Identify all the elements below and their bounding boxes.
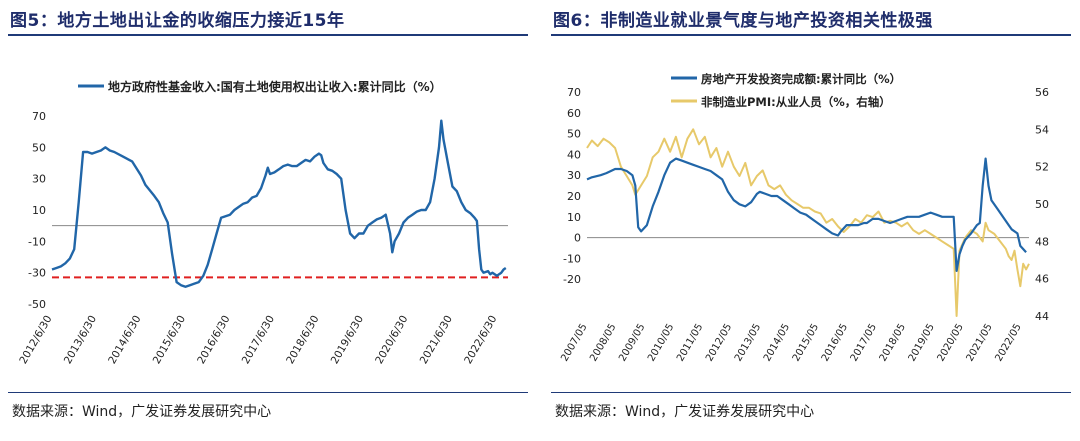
y-left-tick-label: 0 bbox=[574, 232, 581, 245]
left-figure-title: 图5：地方土地出让金的收缩压力接近15年 bbox=[10, 11, 345, 31]
x-tick-label: 2020/6/30 bbox=[373, 314, 410, 367]
x-tick-label: 2021/6/30 bbox=[418, 314, 455, 367]
y-right-tick-label: 54 bbox=[1035, 123, 1049, 136]
x-tick-label: 2012/6/30 bbox=[17, 314, 54, 367]
right-figure-title: 图6：非制造业就业景气度与地产投资相关性极强 bbox=[553, 11, 933, 31]
x-tick-label: 2009/05 bbox=[617, 322, 647, 363]
x-tick-label: 2016/05 bbox=[820, 322, 850, 363]
y-left-tick-label: 50 bbox=[567, 128, 581, 141]
y-right-tick-label: 46 bbox=[1035, 273, 1049, 286]
y-left-tick-label: 10 bbox=[567, 211, 581, 224]
y-left-tick-label: 70 bbox=[567, 86, 581, 99]
y-tick-label: -30 bbox=[28, 267, 46, 280]
series-line-nonmfg-pmi bbox=[586, 128, 1030, 317]
left-title-rule bbox=[8, 34, 528, 36]
y-tick-label: -50 bbox=[28, 298, 46, 311]
right-source-rule bbox=[551, 392, 1071, 393]
x-tick-label: 2008/05 bbox=[588, 322, 618, 363]
legend-label-nonmfg-pmi: 非制造业PMI:从业人员（%，右轴） bbox=[701, 95, 891, 109]
y-tick-label: -10 bbox=[28, 235, 46, 248]
x-tick-label: 2019/05 bbox=[907, 322, 937, 363]
x-tick-label: 2015/05 bbox=[791, 322, 821, 363]
x-tick-label: 2015/6/30 bbox=[151, 314, 188, 367]
y-right-tick-label: 48 bbox=[1035, 235, 1049, 248]
x-tick-label: 2020/05 bbox=[936, 322, 966, 363]
y-right-tick-label: 50 bbox=[1035, 198, 1049, 211]
right-figure-panel: 图6：非制造业就业景气度与地产投资相关性极强 房地产开发投资完成额:累计同比（%… bbox=[551, 0, 1077, 441]
x-tick-label: 2021/05 bbox=[965, 322, 995, 363]
y-left-tick-label: 20 bbox=[567, 190, 581, 203]
x-tick-label: 2014/6/30 bbox=[106, 314, 143, 367]
legend-label-property-investment: 房地产开发投资完成额:累计同比（%） bbox=[701, 72, 901, 86]
x-tick-label: 2014/05 bbox=[762, 322, 792, 363]
y-right-tick-label: 52 bbox=[1035, 161, 1049, 174]
x-tick-label: 2013/6/30 bbox=[62, 314, 99, 367]
x-tick-label: 2022/05 bbox=[993, 322, 1023, 363]
x-tick-label: 2022/6/30 bbox=[462, 314, 499, 367]
x-tick-label: 2011/05 bbox=[675, 322, 705, 363]
x-tick-label: 2007/05 bbox=[559, 322, 589, 363]
x-tick-label: 2017/6/30 bbox=[240, 314, 277, 367]
x-tick-label: 2018/05 bbox=[878, 322, 908, 363]
left-source-rule bbox=[8, 392, 528, 393]
y-tick-label: 50 bbox=[32, 141, 46, 154]
x-tick-label: 2019/6/30 bbox=[329, 314, 366, 367]
legend-label-land-revenue: 地方政府性基金收入:国有土地使用权出让收入:累计同比（%） bbox=[108, 79, 442, 94]
y-left-tick-label: -20 bbox=[563, 273, 581, 286]
land-revenue-line-chart: 地方政府性基金收入:国有土地使用权出让收入:累计同比（%） 70 50 30 10 -10… bbox=[17, 79, 508, 367]
y-tick-label: 10 bbox=[32, 204, 46, 217]
x-tick-label: 2012/05 bbox=[704, 322, 734, 363]
y-left-tick-label: 60 bbox=[567, 107, 581, 120]
y-left-tick-label: 40 bbox=[567, 148, 581, 161]
right-title-rule bbox=[551, 34, 1071, 36]
left-figure-panel: 图5：地方土地出让金的收缩压力接近15年 地方政府性基金收入:国有土地使用权出让… bbox=[8, 0, 534, 441]
property-pmi-line-chart: 房地产开发投资完成额:累计同比（%） 非制造业PMI:从业人员（%，右轴） 70 60… bbox=[559, 72, 1049, 363]
x-tick-label: 2016/6/30 bbox=[195, 314, 232, 367]
x-tick-label: 2018/6/30 bbox=[284, 314, 321, 367]
x-tick-label: 2010/05 bbox=[646, 322, 676, 363]
y-tick-label: 70 bbox=[32, 110, 46, 123]
left-data-source: 数据来源：Wind，广发证券发展研究中心 bbox=[12, 404, 272, 420]
y-left-tick-label: -10 bbox=[563, 252, 581, 265]
y-right-tick-label: 44 bbox=[1035, 310, 1049, 323]
series-line-property-investment bbox=[586, 157, 1027, 272]
y-left-tick-label: 30 bbox=[567, 169, 581, 182]
y-tick-label: 30 bbox=[32, 173, 46, 186]
x-tick-label: 2013/05 bbox=[733, 322, 763, 363]
right-data-source: 数据来源：Wind，广发证券发展研究中心 bbox=[555, 404, 815, 420]
series-line-land-revenue bbox=[51, 119, 507, 288]
x-tick-label: 2017/05 bbox=[849, 322, 879, 363]
y-right-tick-label: 56 bbox=[1035, 86, 1049, 99]
